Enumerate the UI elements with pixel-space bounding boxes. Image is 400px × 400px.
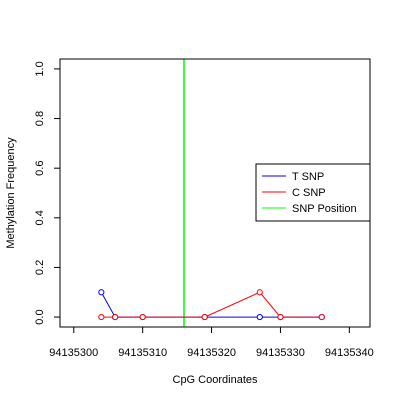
y-axis: 0.0 0.2 0.4 0.6 0.8 1.0: [34, 61, 61, 325]
series-layer: [98, 289, 325, 321]
x-tick-label: 94135320: [187, 347, 236, 359]
legend-label-snp-position: SNP Position: [292, 203, 357, 215]
y-tick-label: 1.0: [34, 61, 46, 76]
y-tick-label: 0.2: [34, 260, 46, 275]
x-tick-label: 94135300: [49, 347, 98, 359]
x-axis-label: CpG Coordinates: [173, 374, 258, 386]
x-axis: 94135300 94135310 94135320 94135330 94135340: [49, 326, 374, 359]
y-tick-label: 0.6: [34, 161, 46, 176]
c-snp-point: [139, 313, 146, 321]
c-snp-point: [318, 313, 325, 321]
y-tick-label: 0.0: [34, 309, 46, 324]
x-tick-label: 94135340: [325, 347, 374, 359]
y-tick-label: 0.8: [34, 111, 46, 126]
legend-label-t-snp: T SNP: [292, 171, 324, 183]
c-snp-point: [201, 313, 208, 321]
t-snp-point: [256, 313, 263, 321]
y-tick-label: 0.4: [34, 210, 46, 225]
x-tick-label: 94135310: [118, 347, 167, 359]
x-tick-label: 94135330: [256, 347, 305, 359]
c-snp-point: [277, 313, 284, 321]
c-snp-point: [112, 313, 119, 321]
y-axis-label: Methylation Frequency: [5, 137, 17, 249]
c-snp-point: [98, 313, 105, 321]
legend-label-c-snp: C SNP: [292, 187, 326, 199]
t-snp-point: [98, 289, 105, 296]
legend: T SNP C SNP SNP Position: [255, 163, 371, 222]
c-snp-point: [256, 289, 263, 296]
